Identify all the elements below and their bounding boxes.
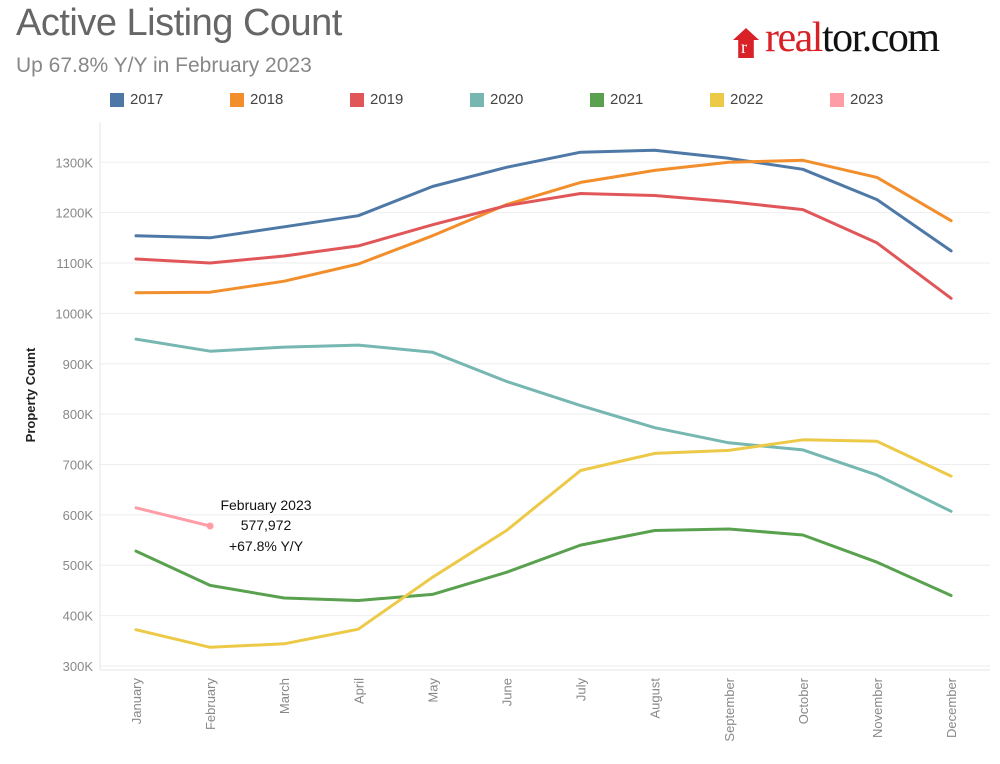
annotation-value: 577,972 — [241, 517, 292, 533]
y-axis-label: Property Count — [23, 347, 38, 442]
chart-title: Active Listing Count — [16, 2, 342, 44]
legend-item-2018[interactable]: 2018 — [230, 91, 350, 108]
realtor-logo: r real tor.com — [733, 15, 940, 61]
legend-item-2021[interactable]: 2021 — [590, 91, 710, 108]
chart-subtitle: Up 67.8% Y/Y in February 2023 — [16, 54, 312, 77]
legend-swatch — [710, 92, 724, 107]
legend-label: 2020 — [490, 91, 524, 108]
x-tick-label: April — [351, 678, 366, 704]
x-tick-label: May — [425, 678, 440, 703]
y-tick-label: 300K — [63, 659, 94, 674]
legend-swatch — [110, 92, 124, 107]
y-tick-label: 1000K — [55, 306, 93, 321]
x-tick-label: June — [500, 678, 515, 706]
series-line-2021 — [134, 527, 953, 602]
series-line-2023 — [134, 506, 212, 528]
x-tick-label: March — [277, 678, 292, 714]
logo-letter: r — [741, 37, 747, 57]
y-tick-label: 500K — [63, 558, 94, 573]
legend-swatch — [350, 92, 364, 107]
y-tick-label: 1100K — [56, 256, 93, 271]
y-tick-label: 800K — [63, 407, 94, 422]
series-line-2020 — [134, 337, 953, 513]
series-line-2022 — [134, 438, 953, 649]
logo-text-black: tor.com — [821, 15, 940, 61]
legend-label: 2019 — [370, 91, 404, 108]
x-tick-label: September — [722, 677, 737, 741]
legend-label: 2018 — [250, 91, 284, 108]
legend-swatch — [470, 92, 484, 107]
annotation-month: February 2023 — [220, 497, 311, 513]
legend-swatch — [830, 92, 844, 107]
series-line-2019 — [134, 192, 953, 300]
x-tick-label: August — [648, 678, 663, 719]
legend-item-2020[interactable]: 2020 — [470, 91, 590, 108]
data-point-2023-february — [206, 522, 214, 530]
y-tick-label: 400K — [63, 609, 94, 624]
series-line-2017 — [134, 148, 953, 253]
annotation-change: +67.8% Y/Y — [229, 538, 304, 554]
legend-label: 2023 — [850, 91, 884, 108]
y-tick-label: 600K — [63, 508, 94, 523]
legend: 2017 2018 2019 2020 2021 2022 2023 — [110, 91, 950, 108]
logo-text-red: real — [765, 15, 823, 61]
legend-label: 2022 — [730, 91, 764, 108]
legend-item-2017[interactable]: 2017 — [110, 91, 230, 108]
x-tick-label: February — [203, 678, 218, 731]
y-tick-label: 1300K — [55, 155, 93, 170]
x-tick-label: July — [574, 678, 589, 702]
y-tick-label: 900K — [63, 357, 94, 372]
x-tick-label: November — [870, 677, 885, 738]
y-tick-label: 1200K — [55, 206, 93, 221]
series-line-2018 — [134, 158, 953, 295]
legend-label: 2021 — [610, 91, 644, 108]
legend-label: 2017 — [130, 91, 164, 108]
x-tick-label: October — [796, 677, 811, 724]
legend-item-2019[interactable]: 2019 — [350, 91, 470, 108]
x-tick-label: January — [129, 678, 144, 725]
legend-item-2023[interactable]: 2023 — [830, 91, 950, 108]
legend-swatch — [590, 92, 604, 107]
legend-swatch — [230, 92, 244, 107]
y-tick-label: 700K — [63, 458, 94, 473]
x-tick-label: December — [944, 677, 959, 738]
legend-item-2022[interactable]: 2022 — [710, 91, 830, 108]
